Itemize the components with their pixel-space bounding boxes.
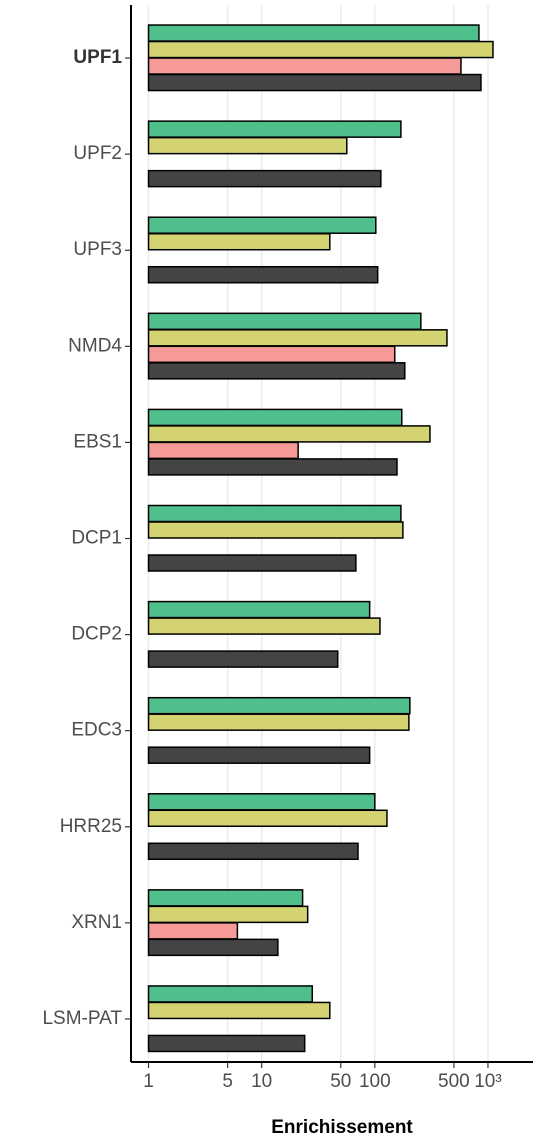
bar (147, 554, 357, 572)
bar (147, 312, 422, 331)
y-tick-label: UPF2 (73, 143, 122, 164)
bar (147, 1034, 306, 1053)
y-tick-label: UPF1 (73, 47, 122, 68)
x-tick-label: 1 (143, 1071, 154, 1092)
bar (147, 216, 377, 234)
bar (147, 617, 381, 635)
x-tick-label: 10³ (474, 1071, 501, 1092)
bar (147, 809, 388, 828)
bar (147, 889, 304, 907)
y-tick-label: NMD4 (68, 335, 122, 356)
x-tick-label: 50 (330, 1071, 351, 1092)
bar (147, 24, 480, 42)
bar (147, 136, 348, 155)
x-tick-label: 10 (251, 1071, 272, 1092)
bar (147, 521, 404, 539)
bar (147, 345, 396, 364)
x-tick-label: 500 (438, 1071, 470, 1092)
bar (147, 713, 410, 731)
bar (147, 120, 402, 138)
y-tick-label: HRR25 (60, 816, 122, 837)
y-tick-label: EBS1 (73, 431, 122, 452)
bar (147, 922, 239, 940)
bar (147, 746, 371, 764)
bar (147, 169, 382, 188)
bar (147, 232, 331, 251)
y-tick-label: EDC3 (71, 720, 122, 741)
bar (147, 842, 359, 861)
bar (147, 425, 431, 443)
bar (147, 905, 309, 924)
bar (147, 265, 379, 284)
x-axis-title: Enrichissement (271, 1117, 413, 1138)
y-tick-label: XRN1 (71, 912, 122, 933)
bar (147, 40, 494, 59)
bar (147, 1001, 331, 1020)
bar (147, 504, 402, 523)
bar (147, 985, 314, 1003)
y-tick-label: LSM-PAT (42, 1008, 122, 1029)
bar (147, 793, 376, 811)
bar (147, 362, 406, 380)
bar (147, 57, 462, 75)
bar (147, 441, 299, 460)
y-tick-label: DCP2 (71, 624, 122, 645)
bar (147, 650, 339, 668)
bar (147, 696, 411, 715)
x-tick-label: 5 (222, 1071, 233, 1092)
bar (147, 73, 482, 92)
bar (147, 329, 448, 347)
bar (147, 458, 398, 476)
bar (147, 938, 279, 957)
bar (147, 600, 371, 619)
bar (147, 408, 403, 427)
y-tick-label: DCP1 (71, 528, 122, 549)
y-tick-label: UPF3 (73, 239, 122, 260)
x-tick-label: 100 (359, 1071, 391, 1092)
